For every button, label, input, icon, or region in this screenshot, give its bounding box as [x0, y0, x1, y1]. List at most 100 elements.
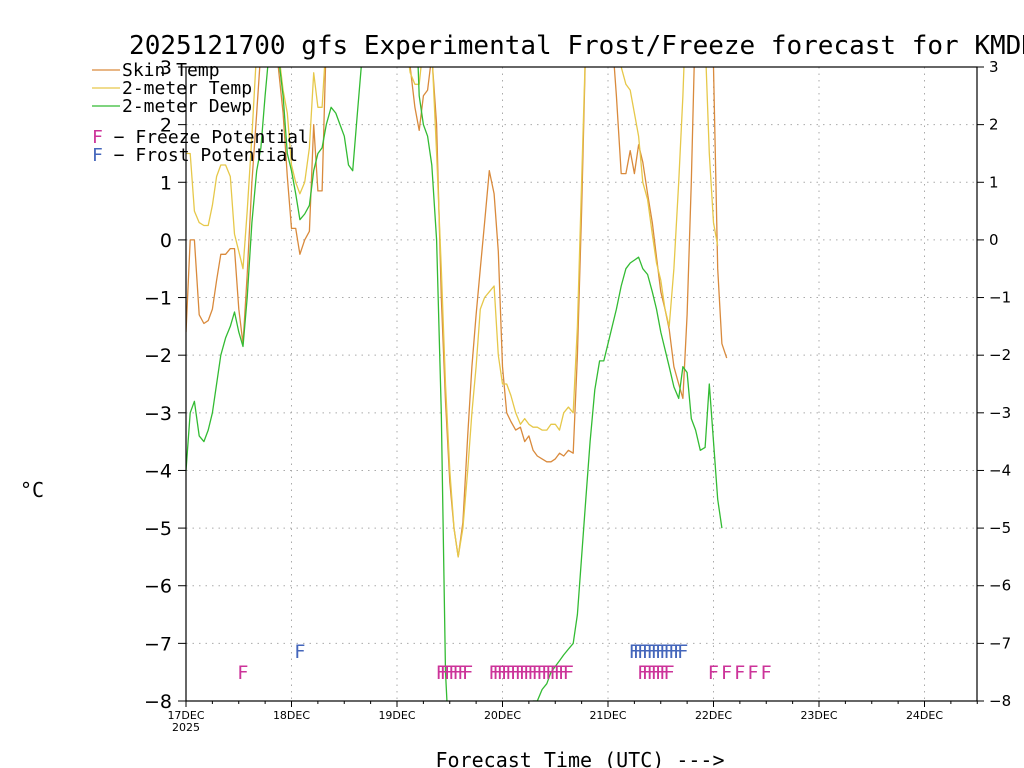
y-tick-label-right: −6 [989, 577, 1011, 595]
potential-legend-text: − Frost Potential [103, 145, 298, 166]
freeze-marker: F [651, 662, 662, 684]
freeze-marker: F [436, 662, 447, 684]
x-tick-label: 22DEC [695, 709, 732, 722]
freeze-marker: F [532, 662, 543, 684]
y-tick-label-right: −2 [989, 346, 1011, 364]
freeze-marker: F [554, 662, 565, 684]
freeze-marker: F [546, 662, 557, 684]
frost-marker: F [655, 641, 666, 663]
x-tick-sublabel: 2025 [172, 721, 200, 734]
series-line-skin-temp [186, 67, 728, 558]
freeze-marker: F [550, 662, 561, 684]
frost-marker: F [673, 641, 684, 663]
series-line-2-meter-temp [186, 67, 719, 558]
freeze-marker: F [558, 662, 569, 684]
potential-legend-letter: F [92, 145, 103, 166]
freeze-marker: F [238, 662, 249, 684]
y-axis-label: °C [20, 478, 44, 502]
y-tick-label-right: −4 [989, 461, 1011, 479]
freeze-marker: F [493, 662, 504, 684]
plot-frame [185, 66, 978, 702]
y-tick-label: 2 [160, 115, 172, 137]
grid-lines [186, 67, 977, 701]
frost-marker: F [651, 641, 662, 663]
x-tick-label: 20DEC [484, 709, 521, 722]
legend-label: 2-meter Dewp [122, 96, 252, 117]
frost-marker: F [629, 641, 640, 663]
y-tick-label: −8 [144, 691, 172, 713]
freeze-marker: F [664, 662, 675, 684]
freeze-marker: F [523, 662, 534, 684]
freeze-marker: F [440, 662, 451, 684]
x-tick-label: 21DEC [589, 709, 626, 722]
y-tick-label: −5 [144, 518, 172, 540]
freeze-marker: F [489, 662, 500, 684]
y-tick-label: 0 [160, 230, 172, 252]
y-tick-label: 3 [160, 57, 172, 79]
potential-legend-entry: F − Frost Potential [92, 145, 298, 166]
frost-marker: F [668, 641, 679, 663]
y-axis-right: −8 −7 −6 −5 −4 −3 −2 −1 0 1 2 3 [977, 58, 1011, 710]
frost-marker: F [677, 641, 688, 663]
y-tick-label-right: −7 [989, 634, 1011, 652]
frost-marker: F [660, 641, 671, 663]
legend-label: 2-meter Temp [122, 78, 252, 99]
frost-marker: F [664, 641, 675, 663]
freeze-marker: F [660, 662, 671, 684]
freeze-marker: F [528, 662, 539, 684]
x-tick-label: 24DEC [906, 709, 943, 722]
y-tick-label-right: 1 [989, 173, 999, 191]
freeze-marker: F [637, 662, 648, 684]
freeze-marker: F [444, 662, 455, 684]
freeze-marker: F [449, 662, 460, 684]
freeze-marker: F [655, 662, 666, 684]
legend-label: Skin Temp [122, 60, 220, 81]
freeze-marker: F [708, 662, 719, 684]
y-tick-label: −7 [144, 633, 172, 655]
y-tick-label: 1 [160, 172, 172, 194]
freeze-marker: F [497, 662, 508, 684]
y-tick-label: −2 [144, 345, 172, 367]
freeze-marker: F [647, 662, 658, 684]
frost-marker: F [294, 641, 305, 663]
freeze-marker: F [510, 662, 521, 684]
freeze-marker: F [734, 662, 745, 684]
y-tick-label-right: −3 [989, 404, 1011, 422]
freeze-marker: F [563, 662, 574, 684]
freeze-marker: F [748, 662, 759, 684]
freeze-marker: F [541, 662, 552, 684]
frost-marker: F [647, 641, 658, 663]
freeze-marker: F [457, 662, 468, 684]
series-line-2-meter-dewp [186, 67, 723, 701]
y-tick-label: −4 [144, 460, 172, 482]
freeze-marker: F [519, 662, 530, 684]
y-tick-label: −6 [144, 576, 172, 598]
y-tick-label-right: 0 [989, 231, 999, 249]
chart-title: 2025121700 gfs Experimental Frost/Freeze… [129, 31, 1024, 61]
frost-marker: F [642, 641, 653, 663]
x-tick-label: 17DEC [167, 709, 204, 722]
x-tick-label: 19DEC [378, 709, 415, 722]
y-axis-left: −8 −7 −6 −5 −4 −3 −2 −1 0 1 2 3 [144, 57, 186, 713]
freeze-marker: F [453, 662, 464, 684]
y-tick-label-right: −1 [989, 289, 1011, 307]
freeze-marker: F [501, 662, 512, 684]
freeze-marker: F [505, 662, 516, 684]
frost-marker: F [633, 641, 644, 663]
potential-legend-letter: F [92, 127, 103, 148]
x-axis-label: Forecast Time (UTC) ---> [436, 748, 725, 768]
x-tick-label: 23DEC [800, 709, 837, 722]
freeze-marker: F [515, 662, 526, 684]
potential-legend-text: − Freeze Potential [103, 127, 309, 148]
y-tick-label: −1 [144, 288, 172, 310]
y-tick-label-right: 2 [989, 116, 999, 134]
freeze-marker: F [721, 662, 732, 684]
series-lines [186, 67, 728, 701]
freeze-marker: F [642, 662, 653, 684]
x-tick-label: 18DEC [273, 709, 310, 722]
potential-legend-entry: F − Freeze Potential [92, 127, 309, 148]
